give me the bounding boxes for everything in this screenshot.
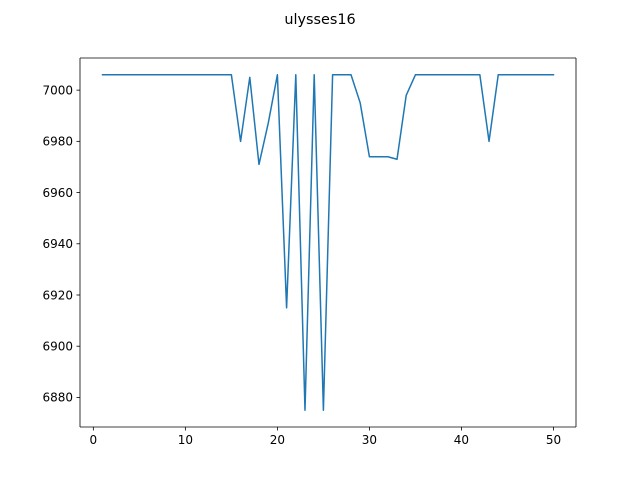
x-tick-label: 10 bbox=[178, 433, 193, 447]
y-tick-label: 6980 bbox=[42, 135, 73, 149]
series-line-0 bbox=[101, 74, 555, 411]
x-tick-label: 30 bbox=[362, 433, 377, 447]
y-tick-label: 6940 bbox=[42, 237, 73, 251]
y-tick-label: 6880 bbox=[42, 391, 73, 405]
y-tick-label: 6900 bbox=[42, 340, 73, 354]
x-tick-label: 20 bbox=[270, 433, 285, 447]
chart-title: ulysses16 bbox=[284, 12, 355, 28]
y-tick-label: 6960 bbox=[42, 186, 73, 200]
x-tick-label: 0 bbox=[90, 433, 98, 447]
x-tick-label: 40 bbox=[454, 433, 469, 447]
plot-area: 0 10 20 30 40 50 6880 6900 6920 6940 6960 6980 7000 bbox=[42, 57, 577, 447]
x-tick-label: 50 bbox=[546, 433, 561, 447]
y-tick-label: 6920 bbox=[42, 288, 73, 302]
y-tick-label: 7000 bbox=[42, 83, 73, 97]
